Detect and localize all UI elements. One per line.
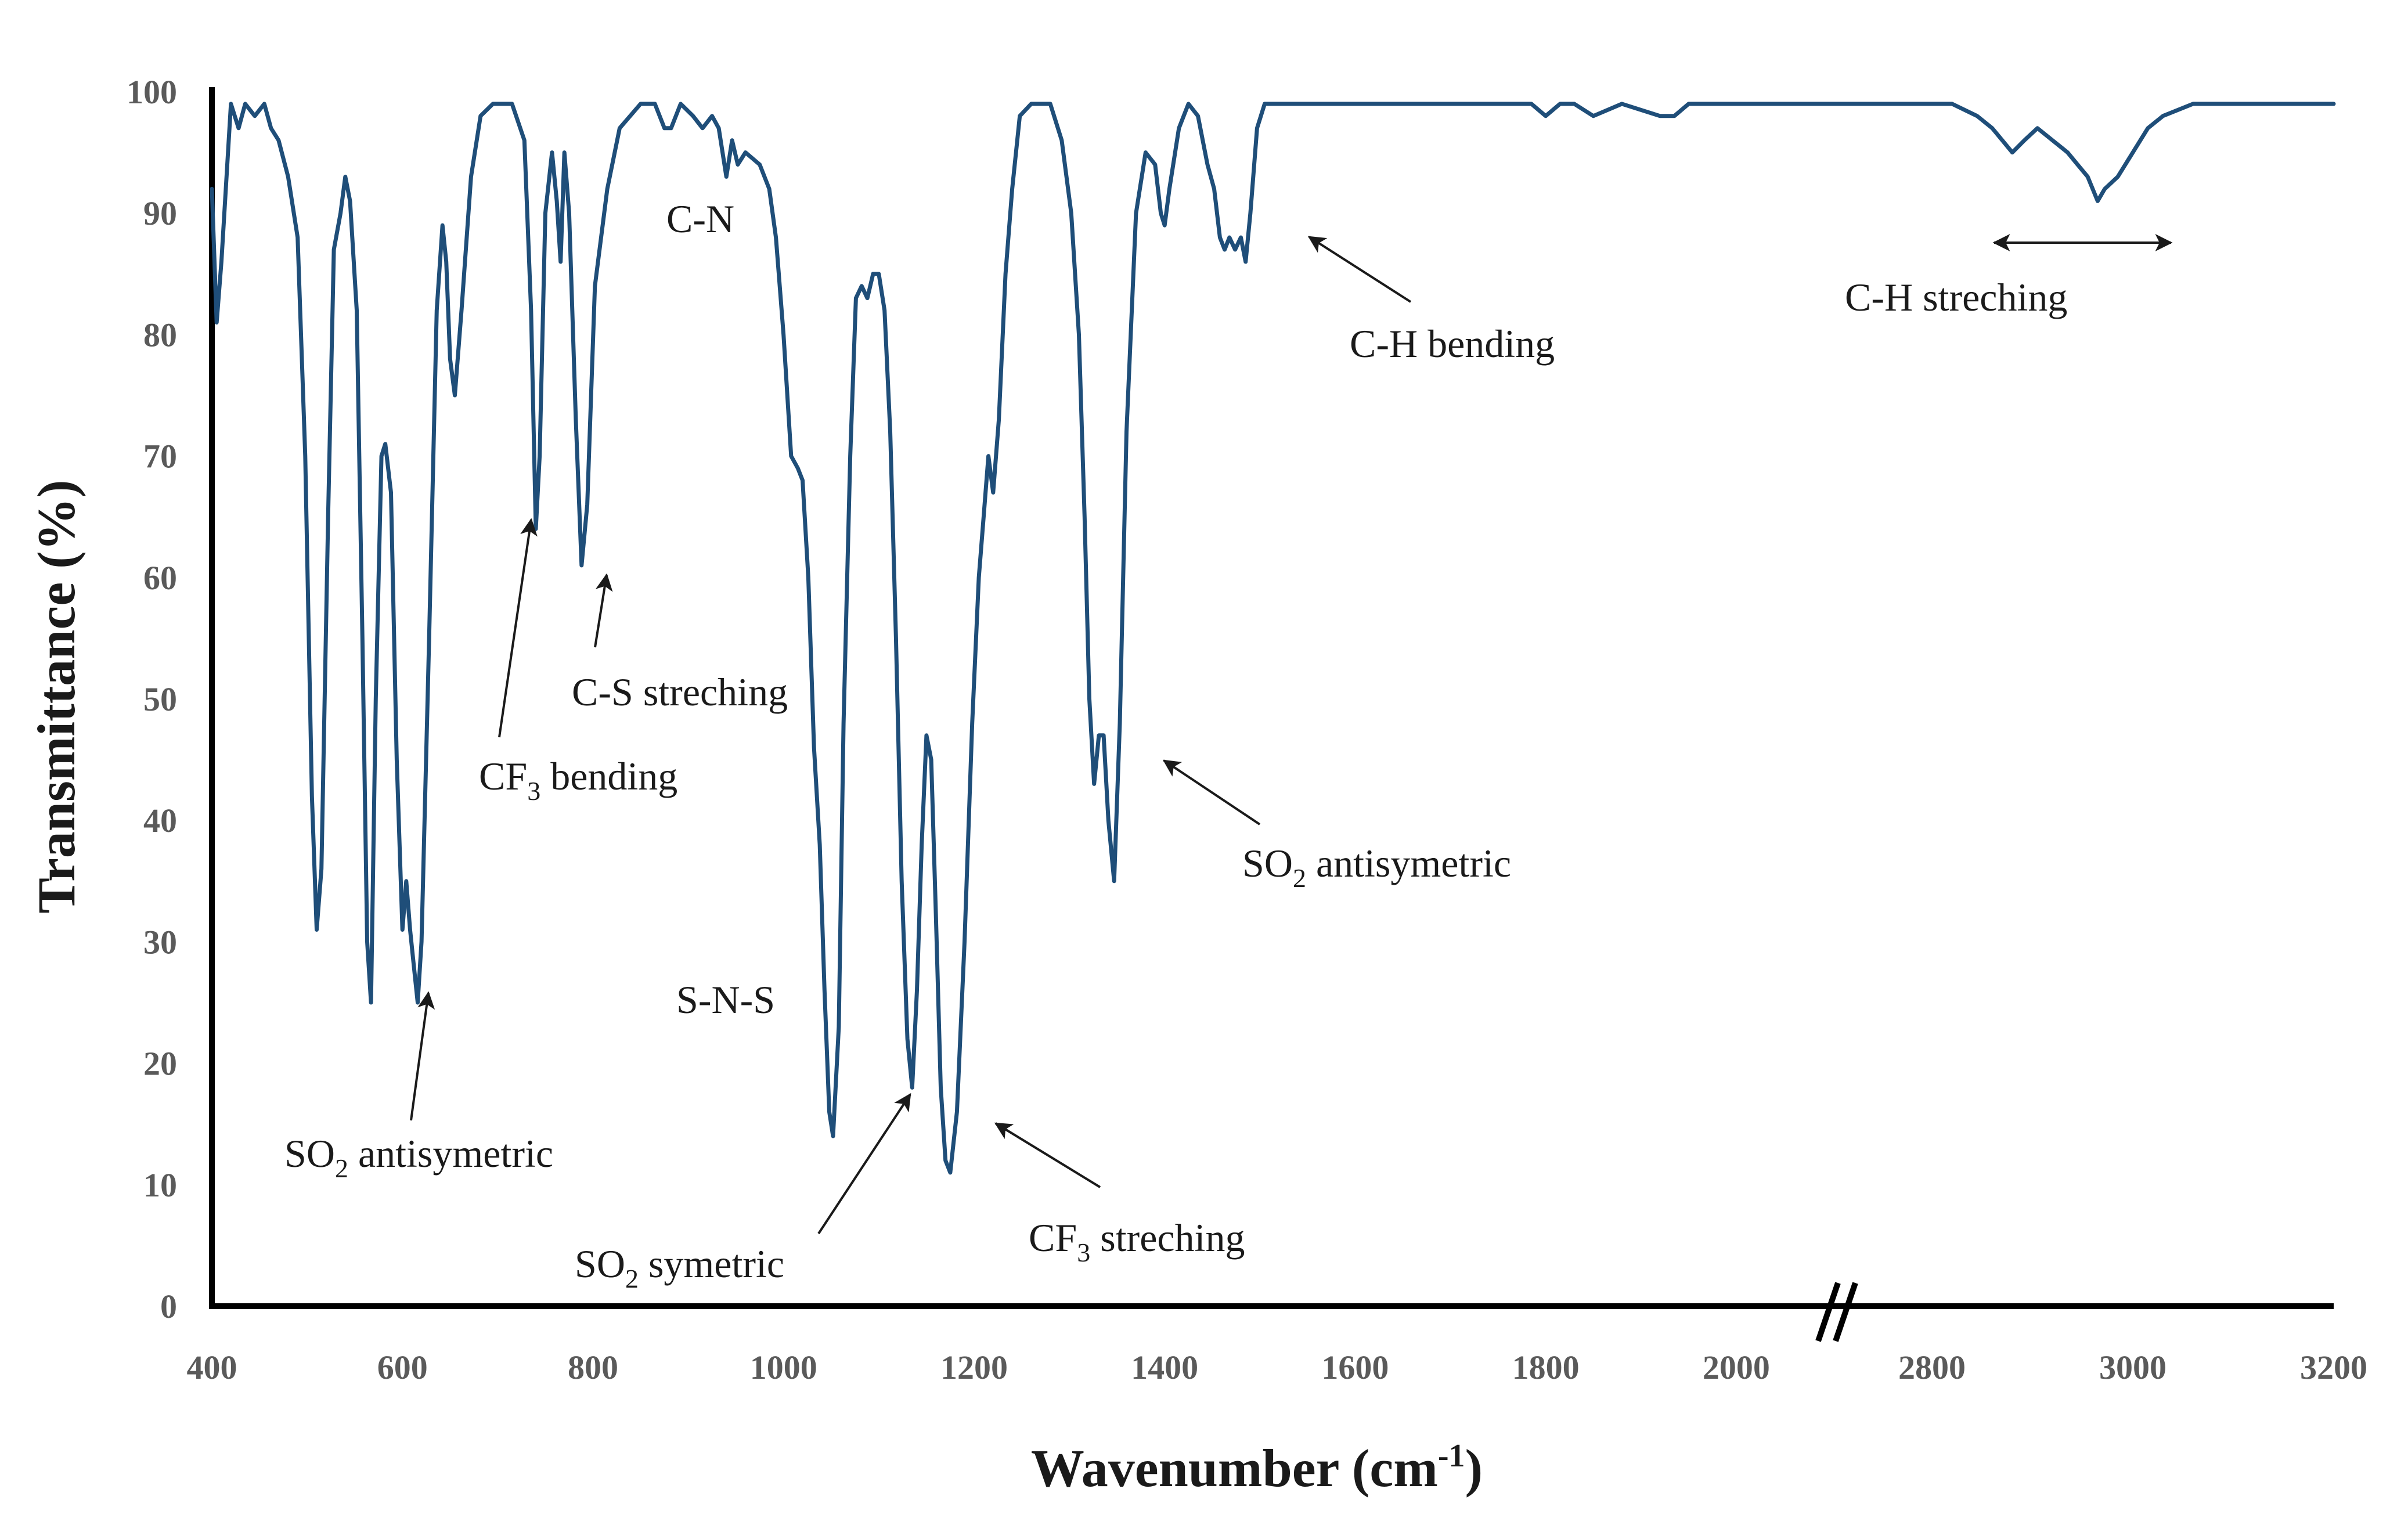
- axis-break-mark: [1815, 1282, 1858, 1342]
- y-tick-label: 10: [143, 1166, 177, 1204]
- y-tick-labels: 0 10 20 30 40 50 60 70 80 90 100: [127, 73, 177, 1325]
- label-cf3-bending: CF3 bending: [479, 754, 677, 806]
- arrow-cs-streching: [594, 573, 613, 648]
- y-tick-label: 50: [143, 680, 177, 718]
- y-axis-title: Transmittance (%): [27, 480, 86, 914]
- x-axis-title-unit-exp: -1: [1438, 1438, 1465, 1474]
- y-tick-label: 40: [143, 802, 177, 839]
- label-sns: S-N-S: [676, 978, 775, 1022]
- label-cn: C-N: [666, 197, 734, 241]
- y-tick-label: 60: [143, 559, 177, 597]
- label-ch-streching: C-H streching: [1845, 275, 2067, 319]
- label-ch-bending: C-H bending: [1350, 322, 1555, 366]
- y-tick-label: 80: [143, 316, 177, 354]
- x-tick-label: 1800: [1512, 1349, 1580, 1386]
- x-tick-label: 3000: [2099, 1349, 2167, 1386]
- arrow-so2-antisymetric-left: [410, 991, 435, 1121]
- label-so2-antisymetric-right: SO2 antisymetric: [1242, 841, 1511, 893]
- y-tick-label: 70: [143, 438, 177, 475]
- spectrum-line: [210, 102, 2336, 1175]
- y-tick-label: 90: [143, 194, 177, 232]
- x-tick-labels: 400 600 800 1000 1200 1400 1600 1800 2000 2800 300…: [187, 1349, 2368, 1386]
- arrow-so2-symetric: [817, 1093, 911, 1235]
- x-axis-title: Wavenumber (cm-1): [1031, 1438, 1483, 1498]
- arrow-ch-bending: [1307, 236, 1412, 303]
- arrow-cf3-streching: [994, 1122, 1101, 1188]
- x-tick-label: 2000: [1703, 1349, 1770, 1386]
- y-tick-label: 0: [160, 1288, 177, 1325]
- label-so2-symetric: SO2 symetric: [575, 1242, 784, 1293]
- label-cs-streching: C-S streching: [572, 670, 788, 714]
- x-tick-label: 1200: [940, 1349, 1008, 1386]
- y-tick-label: 30: [143, 923, 177, 961]
- arrow-so2-antisymetric-right: [1162, 759, 1261, 826]
- y-tick-label: 100: [127, 73, 177, 111]
- x-tick-label: 1600: [1321, 1349, 1389, 1386]
- label-so2-antisymetric-left: SO2 antisymetric: [284, 1131, 553, 1183]
- x-tick-label: 600: [377, 1349, 428, 1386]
- x-axis-title-unit-suffix: ): [1465, 1439, 1483, 1498]
- x-axis-title-unit-prefix: (cm: [1352, 1439, 1438, 1498]
- x-tick-label: 2800: [1898, 1349, 1966, 1386]
- label-cf3-streching: CF3 streching: [1029, 1216, 1245, 1267]
- x-tick-label: 1000: [750, 1349, 817, 1386]
- x-tick-label: 400: [187, 1349, 237, 1386]
- x-tick-label: 1400: [1131, 1349, 1198, 1386]
- x-tick-label: 800: [568, 1349, 618, 1386]
- x-tick-label: 3200: [2300, 1349, 2367, 1386]
- y-tick-label: 20: [143, 1045, 177, 1083]
- x-axis-title-main: Wavenumber: [1031, 1439, 1339, 1498]
- arrow-cf3-bending: [498, 518, 538, 738]
